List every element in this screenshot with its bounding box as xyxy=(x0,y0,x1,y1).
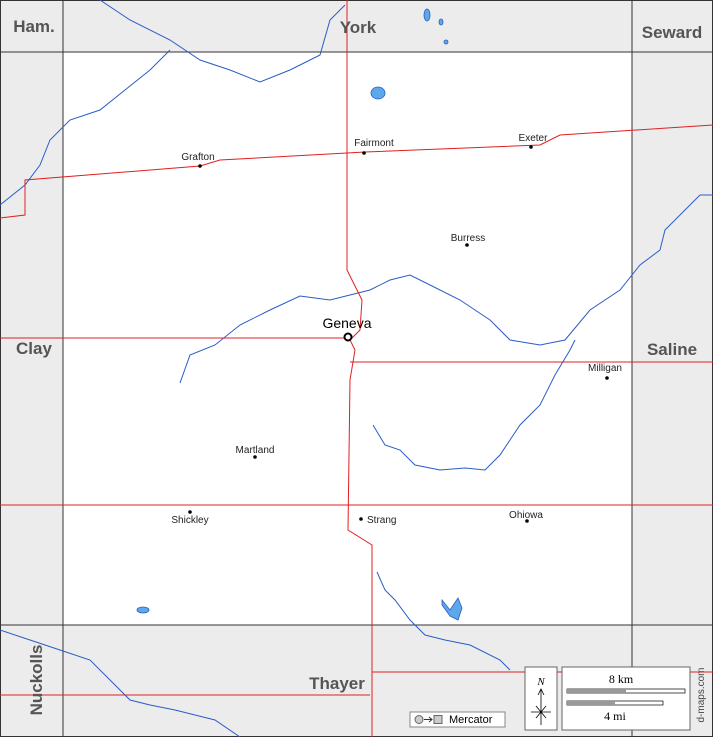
county-label: Clay xyxy=(16,339,52,358)
county-label: Nuckolls xyxy=(27,645,46,716)
lakes xyxy=(136,8,463,621)
town-label: Fairmont xyxy=(354,138,394,149)
county-label: Seward xyxy=(642,23,702,42)
county-label: Thayer xyxy=(309,674,365,693)
town-label: Strang xyxy=(367,515,396,526)
town-label: Exeter xyxy=(519,133,549,144)
town-label: Burress xyxy=(451,233,485,244)
scale-box xyxy=(561,666,691,731)
town-label: Grafton xyxy=(181,152,214,163)
credit: d-maps.com xyxy=(696,667,707,722)
town-label: Ohiowa xyxy=(509,510,543,521)
town-label: Milligan xyxy=(588,363,622,374)
scale-km: 8 km xyxy=(609,672,634,686)
town-label: Shickley xyxy=(171,515,208,526)
north-label: N xyxy=(536,676,545,688)
county-labels: Ham. York Seward Clay Saline Nuckolls Th… xyxy=(13,17,702,715)
county-label: Saline xyxy=(647,340,697,359)
town-label: Martland xyxy=(236,445,275,456)
town-label: Geneva xyxy=(322,315,371,331)
towns: Geneva Grafton Fairmont Exeter Burress M… xyxy=(171,133,622,526)
seat-marker xyxy=(343,332,353,342)
projection-label: Mercator xyxy=(449,714,493,726)
county-label: York xyxy=(340,18,377,37)
scale-mi: 4 mi xyxy=(604,709,626,723)
legend: N 8 km 4 mi Mercator d-maps.com xyxy=(409,666,707,731)
county-label: Ham. xyxy=(13,17,55,36)
